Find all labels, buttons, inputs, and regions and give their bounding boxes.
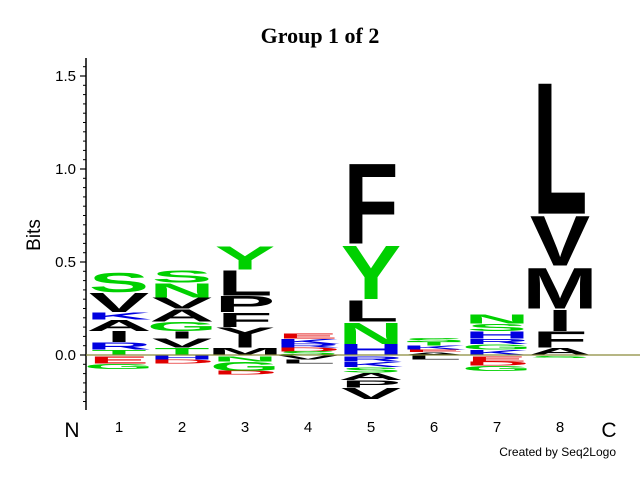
x-tick-label: 7 bbox=[493, 419, 501, 436]
logo-letter-a: A bbox=[86, 317, 151, 334]
x-tick-label: 2 bbox=[178, 419, 186, 436]
logo-letter-n: N bbox=[212, 355, 277, 364]
logo-letter-a: A bbox=[149, 305, 214, 325]
logo-letter-p: P bbox=[215, 291, 275, 317]
logo-letter-v: V bbox=[341, 385, 401, 402]
logo-letter-v: V bbox=[152, 295, 212, 312]
logo-letter-g: G bbox=[84, 362, 154, 371]
logo-letter-r: R bbox=[275, 343, 340, 349]
logo-letter-n: N bbox=[338, 317, 403, 351]
logo-letter-v: V bbox=[530, 202, 590, 282]
logo-letter-s: S bbox=[341, 366, 401, 375]
logo-letter-k: K bbox=[338, 360, 403, 369]
logo-letter-n: N bbox=[464, 312, 529, 326]
logo-letter-f: F bbox=[217, 309, 272, 332]
logo-glyphs: SVKAIRTEGSNVAGIVTHDYLPFYIMNGDEKRDSVLFYLN… bbox=[84, 44, 598, 402]
logo-letter-v: V bbox=[89, 287, 150, 318]
logo-letter-l: L bbox=[406, 355, 461, 361]
logo-letter-a: A bbox=[401, 352, 466, 356]
logo-letter-s: S bbox=[467, 322, 527, 333]
logo-letter-k: K bbox=[86, 310, 151, 321]
logo-letter-y: Y bbox=[215, 240, 275, 277]
logo-letter-i: I bbox=[169, 329, 194, 340]
logo-letter-h: H bbox=[464, 329, 529, 340]
y-tick-label: 0.5 bbox=[55, 254, 76, 271]
logo-letter-g: G bbox=[462, 364, 532, 373]
logo-letter-g: G bbox=[147, 319, 217, 333]
n-terminus-label: N bbox=[64, 419, 79, 442]
logo-letter-g: G bbox=[210, 359, 280, 373]
logo-letter-l: L bbox=[532, 44, 587, 254]
y-axis-label: Bits bbox=[24, 219, 45, 251]
y-tick-label: 1.0 bbox=[55, 161, 76, 178]
logo-letter-y: Y bbox=[215, 324, 275, 341]
logo-letter-v: V bbox=[152, 336, 212, 350]
logo-letter-k: K bbox=[464, 348, 529, 357]
logo-letter-e: E bbox=[89, 354, 149, 365]
logo-letter-l: L bbox=[280, 359, 335, 365]
logo-letter-t: T bbox=[154, 346, 209, 357]
logo-letter-s: S bbox=[404, 337, 464, 343]
logo-letter-n: N bbox=[149, 279, 214, 302]
logo-letter-p: P bbox=[341, 378, 401, 389]
logo-letter-r: R bbox=[86, 340, 151, 351]
logo-letter-y: Y bbox=[341, 230, 401, 316]
logo-letter-d: D bbox=[149, 359, 214, 365]
credit-text: Created by Seq2Logo bbox=[499, 445, 616, 459]
y-ticks: 0.0 0.5 1.0 1.5 bbox=[55, 66, 86, 402]
logo-letter-t: T bbox=[91, 348, 146, 357]
x-tick-label: 4 bbox=[304, 419, 312, 436]
logo-letter-d: D bbox=[275, 347, 340, 353]
logo-letter-s: S bbox=[89, 267, 149, 298]
logo-letter-i: I bbox=[232, 336, 257, 350]
logo-letter-r: R bbox=[338, 355, 403, 364]
x-tick-label: 3 bbox=[241, 419, 249, 436]
logo-letter-f: F bbox=[532, 327, 587, 353]
logo-letter-h: H bbox=[149, 355, 214, 361]
logo-letter-m: M bbox=[207, 346, 282, 357]
logo-letter-s: S bbox=[152, 266, 212, 286]
x-tick-label: 6 bbox=[430, 419, 438, 436]
logo-letter-l: L bbox=[343, 294, 398, 328]
logo-letter-i: I bbox=[106, 328, 131, 345]
y-tick-label: 1.5 bbox=[55, 68, 76, 85]
logo-letter-t: T bbox=[406, 341, 461, 347]
logo-letter-a: A bbox=[527, 346, 592, 357]
logo-letter-i: I bbox=[547, 304, 572, 338]
logo-letter-e: E bbox=[404, 349, 464, 353]
logo-letter-d: D bbox=[212, 370, 277, 376]
logo-letter-v: V bbox=[278, 355, 339, 361]
x-ticks: 1 2 3 4 5 6 7 8 bbox=[115, 419, 564, 436]
y-tick-label: 0.0 bbox=[55, 347, 76, 364]
logo-letter-e: E bbox=[278, 331, 338, 340]
logo-letter-f: F bbox=[343, 139, 398, 268]
x-tick-label: 1 bbox=[115, 419, 123, 436]
logo-letter-m: M bbox=[522, 256, 597, 321]
logo-letter-k: K bbox=[401, 345, 466, 351]
c-terminus-label: C bbox=[601, 419, 616, 442]
x-tick-label: 5 bbox=[367, 419, 375, 436]
x-tick-label: 8 bbox=[556, 419, 564, 436]
logo-letter-s: S bbox=[278, 350, 338, 356]
chart-title: Group 1 of 2 bbox=[261, 23, 380, 48]
logo-letter-g: G bbox=[462, 342, 532, 351]
logo-letter-e: E bbox=[467, 355, 527, 364]
logo-letter-l: L bbox=[217, 263, 272, 303]
logo-letter-d: D bbox=[464, 361, 529, 367]
logo-letter-a: A bbox=[338, 371, 403, 382]
logo-letter-h: H bbox=[338, 341, 403, 358]
logo-letter-r: R bbox=[464, 337, 529, 346]
logo-letter-s: S bbox=[530, 356, 590, 359]
logo-letter-k: K bbox=[275, 337, 340, 346]
